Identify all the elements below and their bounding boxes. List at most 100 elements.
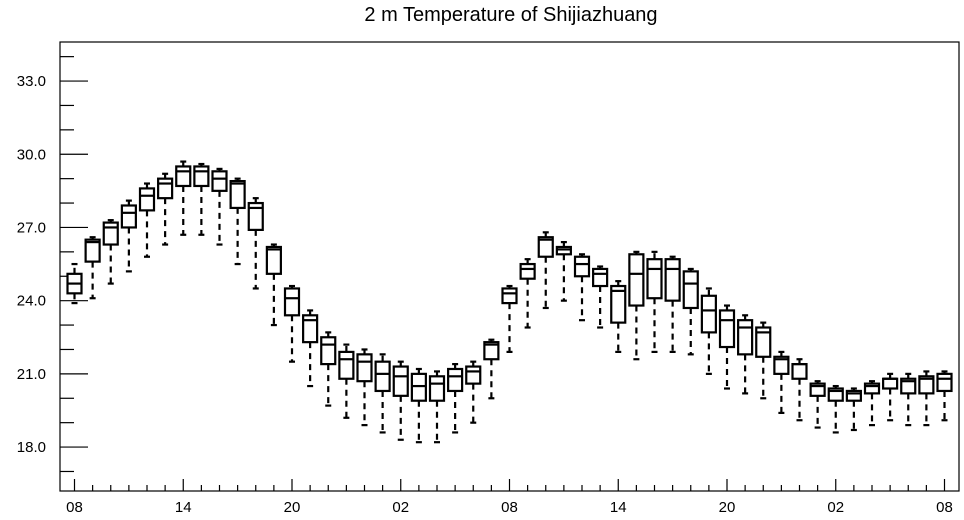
box-iqr <box>247 201 264 231</box>
box-item <box>900 372 917 427</box>
y-tick-label: 18.0 <box>17 439 46 456</box>
box-item <box>483 338 500 400</box>
box-item <box>882 372 899 422</box>
boxplot-series <box>66 160 953 444</box>
box-item <box>610 280 627 354</box>
box-iqr <box>138 187 156 212</box>
box-item <box>410 367 427 444</box>
box-item <box>193 162 210 236</box>
box-iqr <box>265 245 282 275</box>
box-item <box>592 265 609 329</box>
box-item <box>718 304 736 390</box>
y-tick-label: 33.0 <box>17 73 46 90</box>
box-item <box>682 267 699 356</box>
box-iqr <box>863 382 881 395</box>
box-item <box>265 243 282 327</box>
box-item <box>501 284 518 354</box>
box-item <box>157 172 174 246</box>
box-item <box>537 231 554 310</box>
y-tick-label: 21.0 <box>17 366 46 383</box>
box-item <box>84 236 101 300</box>
box-item <box>302 309 319 388</box>
box-item <box>447 363 464 434</box>
box-item <box>338 343 355 419</box>
box-item <box>737 314 754 395</box>
x-tick-label: 08 <box>66 499 83 516</box>
box-iqr <box>519 262 536 280</box>
box-item <box>664 255 681 354</box>
box-item <box>936 370 953 422</box>
box-iqr <box>610 284 627 324</box>
x-tick-label: 14 <box>175 499 192 516</box>
box-item <box>102 219 119 285</box>
box-item <box>428 370 446 444</box>
y-tick-label: 27.0 <box>17 219 46 236</box>
box-item <box>700 287 717 375</box>
box-item <box>791 358 808 422</box>
box-iqr <box>465 365 482 385</box>
box-iqr <box>120 204 137 229</box>
box-item <box>863 380 881 427</box>
x-tick-label: 08 <box>501 499 518 516</box>
x-tick-label: 20 <box>284 499 301 516</box>
box-iqr <box>283 287 301 317</box>
box-iqr <box>302 314 319 344</box>
box-item <box>356 348 373 427</box>
box-iqr <box>845 389 862 402</box>
box-iqr <box>320 336 337 366</box>
box-iqr <box>410 372 427 402</box>
box-item <box>827 384 844 434</box>
box-iqr <box>918 375 935 395</box>
y-tick-label: 30.0 <box>17 146 46 163</box>
box-iqr <box>392 365 409 397</box>
box-iqr <box>447 367 464 393</box>
box-iqr <box>501 287 518 305</box>
box-iqr <box>755 326 772 358</box>
box-iqr <box>338 350 355 380</box>
box-item <box>120 199 137 273</box>
box-iqr <box>700 294 717 334</box>
box-iqr <box>356 353 373 383</box>
box-item <box>573 253 591 322</box>
box-iqr <box>537 236 554 258</box>
box-iqr <box>102 221 119 246</box>
x-tick-label: 02 <box>827 499 844 516</box>
box-item <box>392 360 409 441</box>
box-item <box>555 240 572 302</box>
box-item <box>320 331 337 407</box>
box-item <box>519 258 536 329</box>
box-iqr <box>718 309 736 349</box>
box-iqr <box>84 238 101 263</box>
box-iqr <box>592 267 609 288</box>
box-item <box>66 262 83 305</box>
box-item <box>628 250 645 361</box>
box-item <box>809 380 826 429</box>
box-iqr <box>157 177 174 200</box>
box-iqr <box>664 258 681 302</box>
box-item <box>918 370 935 427</box>
box-iqr <box>374 360 391 393</box>
box-item <box>646 250 663 354</box>
box-iqr <box>229 179 246 210</box>
box-item <box>755 321 772 400</box>
x-axis: 08 14 20 02 08 14 20 02 08 <box>66 479 953 516</box>
box-iqr <box>483 341 500 361</box>
box-item <box>229 177 246 266</box>
box-iqr <box>936 372 953 393</box>
box-iqr <box>900 377 917 395</box>
x-tick-label: 14 <box>610 499 627 516</box>
box-iqr <box>555 245 572 256</box>
box-item <box>283 284 301 363</box>
box-iqr <box>882 377 899 390</box>
box-item <box>845 387 862 432</box>
y-axis: 18.0 21.0 24.0 27.0 30.0 33.0 <box>17 56 88 473</box>
box-item <box>465 360 482 424</box>
box-iqr <box>791 363 808 380</box>
box-iqr <box>773 355 790 375</box>
box-item <box>211 167 228 246</box>
box-iqr <box>628 253 645 307</box>
box-iqr <box>682 270 699 310</box>
chart-title: 2 m Temperature of Shijiazhuang <box>364 4 657 26</box>
y-tick-label: 24.0 <box>17 293 46 310</box>
